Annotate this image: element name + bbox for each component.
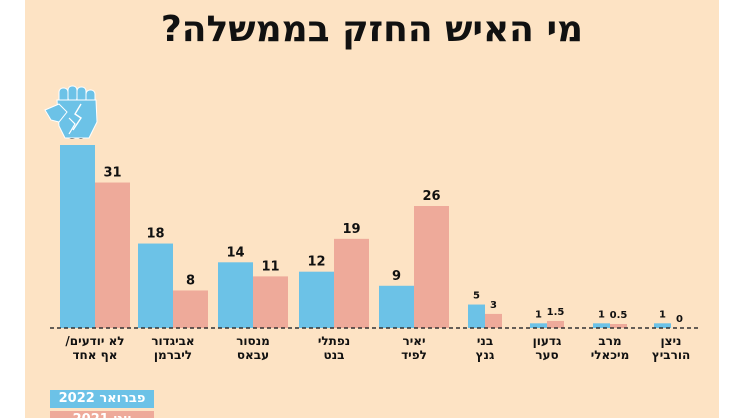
bar-a-5 <box>468 304 485 328</box>
category-label-4-line-0: יאיר <box>402 334 425 348</box>
category-label-6-line-0: גדעון <box>533 334 562 348</box>
value-label-a-2: 14 <box>226 245 244 260</box>
bar-b-2 <box>253 276 288 328</box>
category-label-8-line-0: ניצן <box>661 334 682 348</box>
bar-a-0 <box>60 145 95 328</box>
category-label-6-line-1: סער <box>535 348 558 362</box>
bar-a-7 <box>593 323 610 328</box>
value-label-a-3: 12 <box>307 255 325 270</box>
bar-b-4 <box>414 206 449 328</box>
category-label-0-line-0: לא יודעים/ <box>65 334 124 348</box>
value-label-a-6: 1 <box>535 309 542 320</box>
value-label-a-5: 5 <box>473 291 480 302</box>
chart-background <box>25 0 719 418</box>
bar-a-3 <box>299 271 334 328</box>
category-label-0-line-1: אף אחד <box>72 348 117 362</box>
bar-b-6 <box>547 320 564 328</box>
bar-a-8 <box>654 323 671 328</box>
value-label-b-1: 8 <box>186 273 195 288</box>
raised-fist-icon <box>44 85 98 139</box>
chart-title: מי האיש החזק בממשלה? <box>160 9 584 50</box>
category-label-3-line-0: נפתלי <box>318 334 350 348</box>
category-label-5-line-1: גנץ <box>476 348 495 362</box>
icon-layer <box>44 85 98 139</box>
category-label-1-line-1: ליברמן <box>154 348 192 362</box>
value-label-b-8: 0 <box>676 314 683 325</box>
bar-b-7 <box>610 324 627 328</box>
legend-series-a: פברואר 2022 <box>50 390 154 408</box>
category-label-7-line-1: מיכאלי <box>591 348 630 362</box>
legend-series-b: יוני 2021 <box>50 411 154 418</box>
category-label-1-line-0: אביגדור <box>151 334 194 348</box>
category-label-3-line-1: בנט <box>324 348 345 362</box>
bar-a-1 <box>138 243 173 328</box>
value-label-a-4: 9 <box>392 269 401 284</box>
category-label-7-line-0: מרב <box>598 334 621 348</box>
labels-group: 3931לא יודעים/אף אחד188אביגדורליברמן1411… <box>65 128 690 362</box>
value-label-b-3: 19 <box>342 222 360 237</box>
bar-a-6 <box>530 323 547 328</box>
category-label-2-line-0: מנסור <box>236 334 270 348</box>
bar-b-5 <box>485 313 502 328</box>
category-label-2-line-1: עבאס <box>237 348 269 362</box>
value-label-b-7: 0.5 <box>610 310 628 321</box>
value-label-b-6: 1.5 <box>547 307 565 318</box>
value-label-b-0: 31 <box>103 166 121 181</box>
bars-group <box>60 145 671 328</box>
category-label-4-line-1: לפיד <box>401 348 427 362</box>
bar-b-1 <box>173 290 208 328</box>
value-label-b-4: 26 <box>422 189 440 204</box>
value-label-a-8: 1 <box>659 309 666 320</box>
category-label-8-line-1: הורביץ <box>652 348 690 362</box>
bar-b-3 <box>334 238 369 328</box>
fist-palm <box>56 99 98 139</box>
fist-crack-1 <box>72 103 82 131</box>
bar-a-2 <box>218 262 253 328</box>
bar-a-4 <box>379 285 414 328</box>
value-label-b-5: 3 <box>490 300 497 311</box>
category-label-5-line-0: בני <box>477 334 493 348</box>
fist-thumb <box>44 103 68 123</box>
value-label-a-1: 18 <box>146 227 164 242</box>
value-label-a-7: 1 <box>598 309 605 320</box>
bar-b-0 <box>95 182 130 328</box>
fist-crack-2 <box>68 117 76 135</box>
value-label-b-2: 11 <box>261 259 279 274</box>
